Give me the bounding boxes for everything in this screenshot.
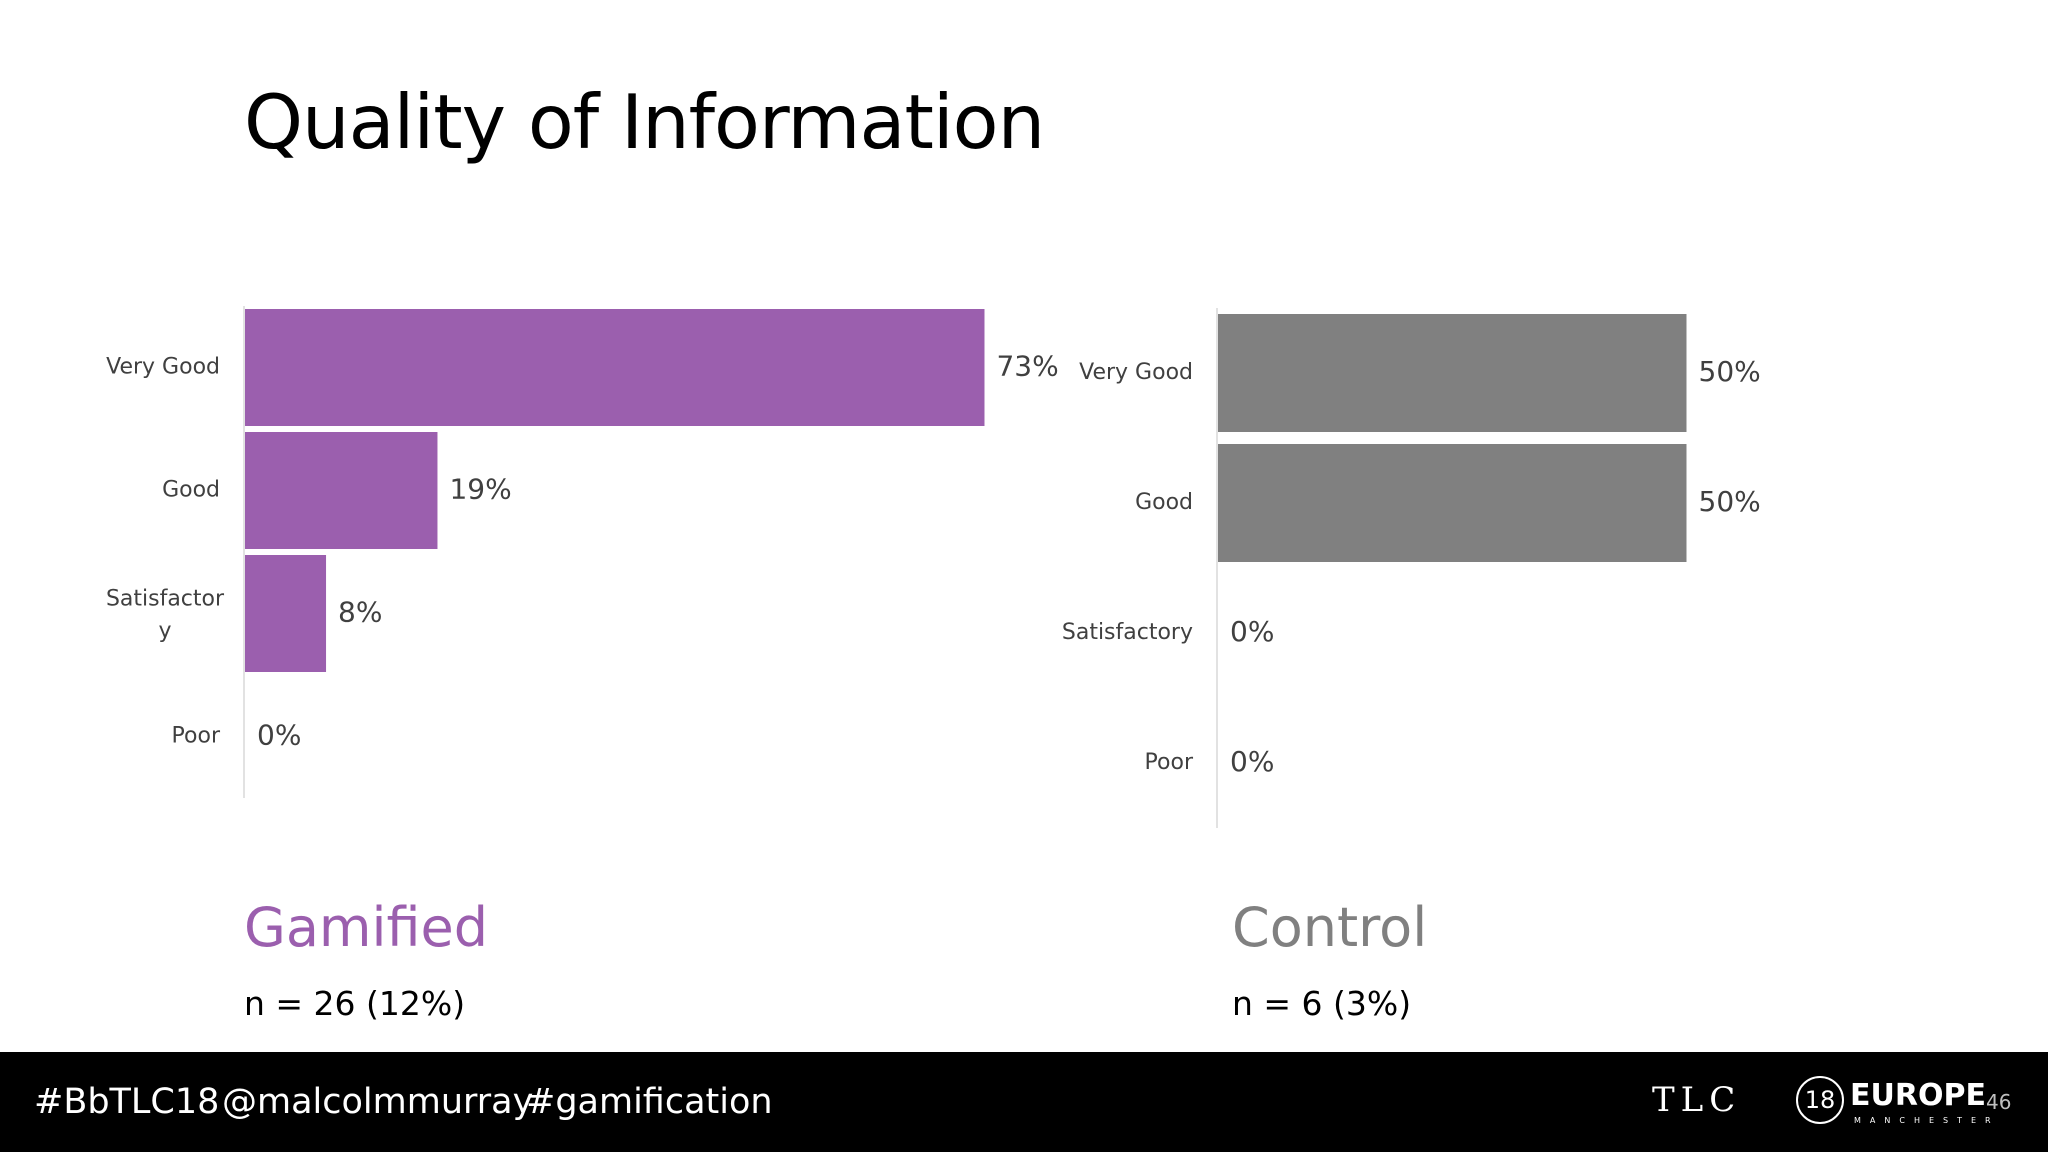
control-data-label: 50% [1699, 355, 1761, 388]
logo-circle-icon: 18 [1796, 1076, 1844, 1124]
gamified-heading: Gamified [244, 896, 489, 959]
control-data-label: 0% [1230, 615, 1274, 648]
control-category-label: Poor [1145, 750, 1194, 775]
control-data-label: 50% [1699, 485, 1761, 518]
slide-title: Quality of Information [244, 78, 1045, 166]
gamified-category-label: Very Good [106, 355, 220, 380]
logo-number: 18 [1804, 1086, 1836, 1114]
logo-europe-text: EUROPE [1850, 1078, 1986, 1113]
control-sample-size: n = 6 (3%) [1232, 984, 1412, 1023]
gamified-bar [245, 309, 985, 426]
gamified-bar [245, 432, 438, 549]
hashtag-bbtlc18: #BbTLC18 [34, 1082, 220, 1122]
gamified-category-label: Good [162, 478, 220, 503]
control-bar [1218, 314, 1687, 432]
gamified-data-label: 73% [996, 350, 1058, 383]
gamified-category-label: Poor [172, 724, 221, 749]
gamified-sample-size: n = 26 (12%) [244, 984, 466, 1023]
control-category-label: Good [1135, 490, 1193, 515]
logo-tlc-text: TLC [1652, 1080, 1742, 1120]
page-number: 46 [1986, 1090, 2012, 1114]
hashtag-gamification: #gamification [526, 1082, 773, 1122]
control-category-label: Satisfactory [1062, 620, 1193, 645]
gamified-data-label: 19% [449, 473, 511, 506]
tlc-europe-logo: TLC 18 EUROPE MANCHESTER [1648, 1074, 1991, 1130]
control-category-label: Very Good [1079, 360, 1193, 385]
gamified-bar [245, 555, 327, 672]
footer-bar: #BbTLC18 @malcolmmurray #gamification TL… [0, 1052, 2048, 1152]
logo-city-text: MANCHESTER [1854, 1116, 2000, 1125]
gamified-bar-chart: Very Good 73% Good 19% Satisfactor y 8% Poor 0% [106, 306, 1059, 798]
control-bar [1218, 444, 1687, 562]
gamified-category-label: Satisfactor y [106, 587, 225, 644]
gamified-data-label: 8% [338, 596, 382, 629]
control-bar-chart: Very Good 50% Good 50% Satisfactory 0% Poor 0% [1062, 308, 1761, 828]
gamified-data-label: 0% [257, 719, 301, 752]
control-heading: Control [1232, 896, 1428, 959]
twitter-handle: @malcolmmurray [222, 1082, 534, 1122]
control-data-label: 0% [1230, 745, 1274, 778]
